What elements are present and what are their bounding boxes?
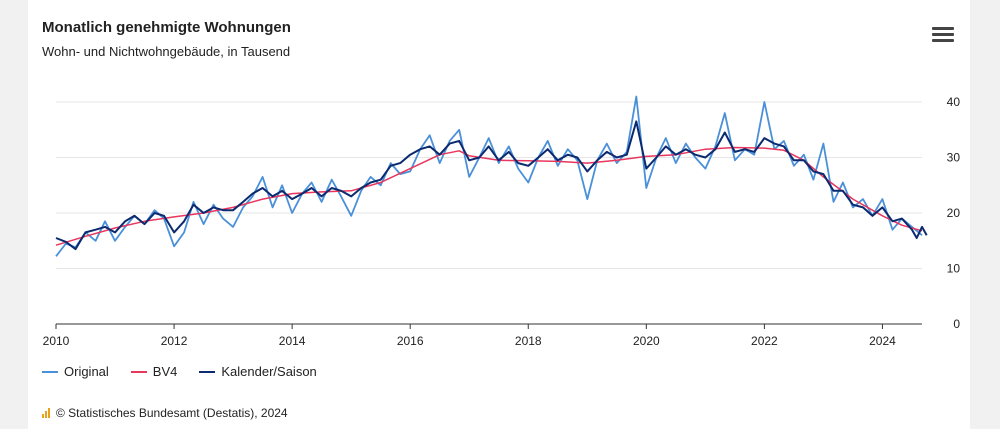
legend-item-original[interactable]: Original [42, 364, 109, 379]
legend-label-original: Original [64, 364, 109, 379]
y-tick-label: 30 [947, 151, 961, 165]
legend-label-bv4: BV4 [152, 364, 178, 379]
series-line-kalender-saison [55, 120, 928, 251]
source-credit: © Statistisches Bundesamt (Destatis), 20… [42, 406, 288, 420]
x-tick-label: 2012 [161, 334, 188, 348]
x-tick-label: 2020 [633, 334, 660, 348]
chart-subtitle: Wohn- und Nichtwohngebäude, in Tausend [42, 44, 291, 59]
legend-swatch-kalender-saison [199, 370, 216, 373]
chart-card: Monatlich genehmigte Wohnungen Wohn- und… [28, 0, 970, 429]
series-line-original [55, 95, 923, 257]
x-tick-label: 2024 [869, 334, 896, 348]
legend-swatch-bv4 [130, 370, 147, 373]
y-tick-label: 0 [953, 317, 960, 331]
hamburger-menu-icon[interactable] [932, 27, 954, 45]
x-tick-label: 2016 [397, 334, 424, 348]
x-tick-label: 2010 [43, 334, 70, 348]
legend-label-kalender-saison: Kalender/Saison [221, 364, 317, 379]
legend-item-bv4[interactable]: BV4 [130, 364, 178, 379]
source-credit-text: © Statistisches Bundesamt (Destatis), 20… [56, 406, 288, 420]
destatis-logo-icon [42, 408, 52, 418]
y-tick-label: 40 [947, 95, 961, 109]
chart-title: Monatlich genehmigte Wohnungen [42, 19, 291, 36]
x-tick-label: 2022 [751, 334, 778, 348]
y-tick-label: 10 [947, 262, 961, 276]
y-tick-label: 20 [947, 206, 961, 220]
chart-legend: Original BV4 Kalender/Saison [42, 364, 317, 379]
legend-item-kalender-saison[interactable]: Kalender/Saison [199, 364, 317, 379]
x-tick-label: 2018 [515, 334, 542, 348]
line-chart: 0 10 20 30 40 2010 2012 2014 2016 2018 2020 2022 202… [43, 95, 961, 348]
legend-swatch-original [42, 370, 58, 373]
x-tick-label: 2014 [279, 334, 306, 348]
